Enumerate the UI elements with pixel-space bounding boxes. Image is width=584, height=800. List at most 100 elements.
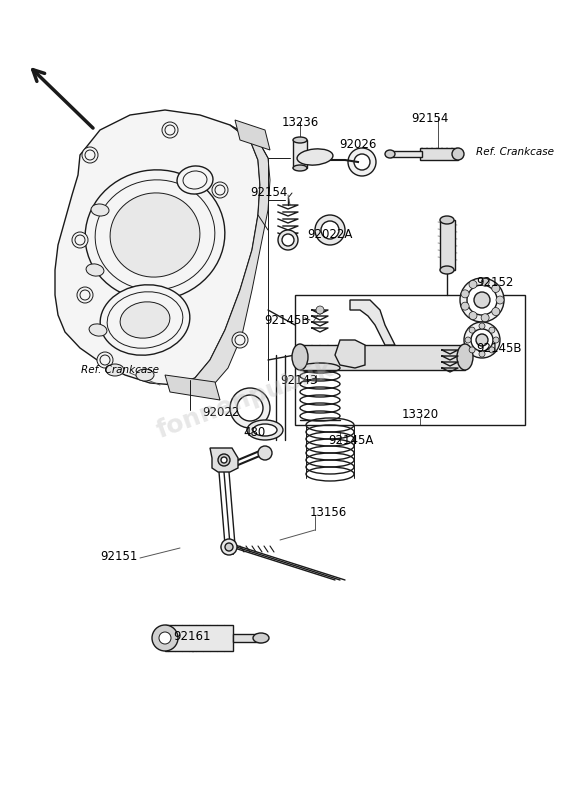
Polygon shape <box>350 300 395 345</box>
Text: 92022A: 92022A <box>307 229 353 242</box>
Circle shape <box>496 296 504 304</box>
Ellipse shape <box>297 149 333 165</box>
Text: fonnenpublik: fonnenpublik <box>154 357 337 443</box>
Text: 13320: 13320 <box>401 409 439 422</box>
Circle shape <box>218 454 230 466</box>
Circle shape <box>316 306 324 314</box>
Text: 92145A: 92145A <box>328 434 373 446</box>
Ellipse shape <box>106 364 124 376</box>
Circle shape <box>72 232 88 248</box>
Text: 92022: 92022 <box>203 406 240 418</box>
Ellipse shape <box>136 369 154 381</box>
Ellipse shape <box>120 302 170 338</box>
Bar <box>440 220 455 270</box>
Ellipse shape <box>385 150 395 158</box>
Circle shape <box>221 457 227 463</box>
Circle shape <box>481 314 489 322</box>
Text: Ref. Crankcase: Ref. Crankcase <box>476 147 554 157</box>
Text: Ref. Crankcase: Ref. Crankcase <box>81 365 159 375</box>
Circle shape <box>278 230 298 250</box>
Circle shape <box>469 311 477 319</box>
Text: 92143: 92143 <box>281 374 318 386</box>
Ellipse shape <box>91 204 109 216</box>
Bar <box>390 151 422 157</box>
Circle shape <box>481 278 489 286</box>
Circle shape <box>232 332 248 348</box>
Circle shape <box>461 302 469 310</box>
Circle shape <box>492 307 500 315</box>
Ellipse shape <box>440 216 454 224</box>
Circle shape <box>348 148 376 176</box>
Polygon shape <box>175 125 270 386</box>
Polygon shape <box>335 340 365 368</box>
Ellipse shape <box>452 148 464 160</box>
Circle shape <box>237 395 263 421</box>
Circle shape <box>469 327 475 333</box>
Circle shape <box>493 337 499 343</box>
Circle shape <box>82 147 98 163</box>
Polygon shape <box>55 110 260 385</box>
Circle shape <box>225 543 233 551</box>
Circle shape <box>221 539 237 555</box>
Ellipse shape <box>177 166 213 194</box>
Text: 92152: 92152 <box>476 275 513 289</box>
Circle shape <box>460 278 504 322</box>
Circle shape <box>230 388 270 428</box>
Ellipse shape <box>110 193 200 277</box>
Circle shape <box>476 334 488 346</box>
Ellipse shape <box>247 420 283 440</box>
Text: 92154: 92154 <box>251 186 288 199</box>
Text: 92026: 92026 <box>339 138 377 151</box>
Text: 13236: 13236 <box>281 117 319 130</box>
Circle shape <box>321 221 339 239</box>
Ellipse shape <box>253 424 277 436</box>
Circle shape <box>258 446 272 460</box>
Circle shape <box>315 215 345 245</box>
Circle shape <box>162 122 178 138</box>
Circle shape <box>354 154 370 170</box>
Circle shape <box>492 285 500 293</box>
Circle shape <box>282 234 294 246</box>
Ellipse shape <box>293 165 307 171</box>
Text: 92145B: 92145B <box>476 342 522 354</box>
Ellipse shape <box>253 633 269 643</box>
Polygon shape <box>210 448 238 472</box>
Circle shape <box>77 287 93 303</box>
Circle shape <box>212 182 228 198</box>
Text: 480: 480 <box>244 426 266 438</box>
Ellipse shape <box>85 170 225 300</box>
Circle shape <box>467 285 497 315</box>
Circle shape <box>479 323 485 329</box>
Text: 92154: 92154 <box>411 111 449 125</box>
Circle shape <box>474 292 490 308</box>
Circle shape <box>489 347 495 353</box>
Ellipse shape <box>440 266 454 274</box>
Text: 92145B: 92145B <box>265 314 310 326</box>
Circle shape <box>465 337 471 343</box>
Circle shape <box>469 281 477 289</box>
Circle shape <box>464 322 500 358</box>
Bar <box>300 345 465 370</box>
Circle shape <box>461 290 469 298</box>
Polygon shape <box>235 120 270 150</box>
Circle shape <box>159 632 171 644</box>
Circle shape <box>469 347 475 353</box>
Circle shape <box>97 352 113 368</box>
Ellipse shape <box>152 625 178 651</box>
Bar <box>420 148 458 160</box>
Ellipse shape <box>292 344 308 370</box>
Ellipse shape <box>89 324 107 336</box>
Circle shape <box>479 351 485 357</box>
Text: 13156: 13156 <box>310 506 347 519</box>
Circle shape <box>471 329 493 351</box>
Ellipse shape <box>293 137 307 143</box>
Bar <box>295 295 525 425</box>
Bar <box>233 634 261 642</box>
Text: 92161: 92161 <box>173 630 211 643</box>
Text: 92151: 92151 <box>100 550 138 562</box>
Ellipse shape <box>457 344 473 370</box>
Polygon shape <box>165 375 220 400</box>
Ellipse shape <box>86 264 104 276</box>
Bar <box>293 140 307 168</box>
Circle shape <box>460 355 470 365</box>
